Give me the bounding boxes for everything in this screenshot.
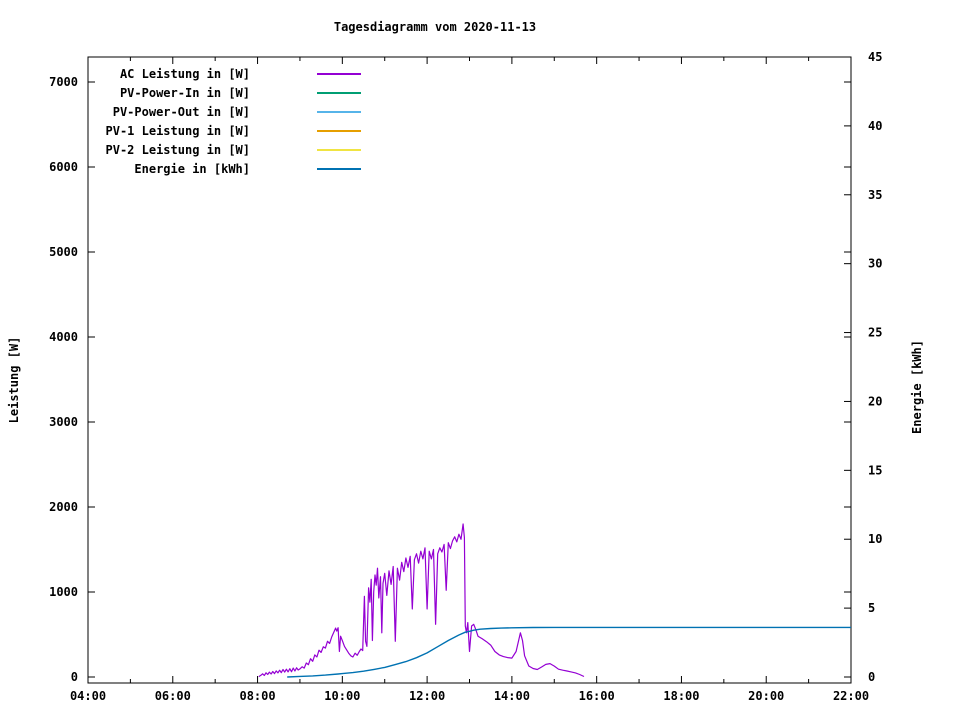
x-tick-label: 16:00	[579, 689, 615, 703]
legend-label-pv2: PV-2 Leistung in [W]	[105, 142, 251, 157]
x-tick-label: 20:00	[748, 689, 784, 703]
y-left-tick-label: 3000	[49, 415, 78, 429]
y-left-tick-label: 7000	[49, 75, 78, 89]
y-right-tick-label: 20	[868, 394, 882, 408]
y-left-tick-label: 2000	[49, 500, 78, 514]
y-right-tick-label: 5	[868, 601, 875, 615]
legend-row-pv-power-out: PV-Power-Out in [W]	[0, 102, 361, 121]
y-right-tick-label: 15	[868, 463, 882, 477]
legend-label-pv1: PV-1 Leistung in [W]	[105, 123, 251, 138]
legend-row-pv-power-in: PV-Power-In in [W]	[0, 83, 361, 102]
legend-line-sample-energie	[317, 167, 361, 170]
legend-label-pv-power-in: PV-Power-In in [W]	[119, 85, 250, 100]
legend: AC Leistung in [W] PV-Power-In in [W] PV…	[0, 64, 361, 178]
legend-label-energie: Energie in [kWh]	[134, 161, 250, 176]
legend-label-pv-power-out: PV-Power-Out in [W]	[112, 104, 250, 119]
y-left-tick-label: 4000	[49, 330, 78, 344]
y-right-tick-label: 40	[868, 119, 882, 133]
y-left-tick-label: 0	[71, 670, 78, 684]
legend-row-pv2: PV-2 Leistung in [W]	[0, 140, 361, 159]
x-tick-label: 08:00	[239, 689, 275, 703]
y-right-tick-label: 45	[868, 50, 882, 64]
legend-row-pv1: PV-1 Leistung in [W]	[0, 121, 361, 140]
y-left-tick-label: 1000	[49, 585, 78, 599]
legend-label-ac: AC Leistung in [W]	[119, 66, 250, 81]
y-left-tick-label: 5000	[49, 245, 78, 259]
y-left-axis-label: Leistung [W]	[7, 337, 21, 424]
y-left-tick-label: 6000	[49, 160, 78, 174]
y-right-tick-label: 0	[868, 670, 875, 684]
x-tick-label: 12:00	[409, 689, 445, 703]
legend-line-sample-ac	[317, 72, 361, 75]
legend-line-sample-pv-power-out	[317, 110, 361, 113]
legend-line-sample-pv1	[317, 129, 361, 132]
y-right-tick-label: 35	[868, 188, 882, 202]
legend-row-ac: AC Leistung in [W]	[0, 64, 361, 83]
y-right-tick-label: 10	[868, 532, 882, 546]
y-right-tick-label: 30	[868, 257, 882, 271]
legend-line-sample-pv-power-in	[317, 91, 361, 94]
x-tick-label: 22:00	[833, 689, 869, 703]
series-line-energie	[287, 626, 851, 678]
x-tick-label: 04:00	[70, 689, 106, 703]
x-tick-label: 10:00	[324, 689, 360, 703]
legend-line-sample-pv2	[317, 148, 361, 151]
y-right-axis-label: Energie [kWh]	[910, 340, 924, 434]
plot-border	[87, 56, 852, 684]
chart-title: Tagesdiagramm vom 2020-11-13	[333, 20, 537, 34]
x-tick-label: 06:00	[155, 689, 191, 703]
y-right-tick-label: 25	[868, 326, 882, 340]
series-line-ac-leistung	[258, 523, 585, 678]
legend-row-energie: Energie in [kWh]	[0, 159, 361, 178]
x-tick-label: 18:00	[663, 689, 699, 703]
x-tick-label: 14:00	[494, 689, 530, 703]
